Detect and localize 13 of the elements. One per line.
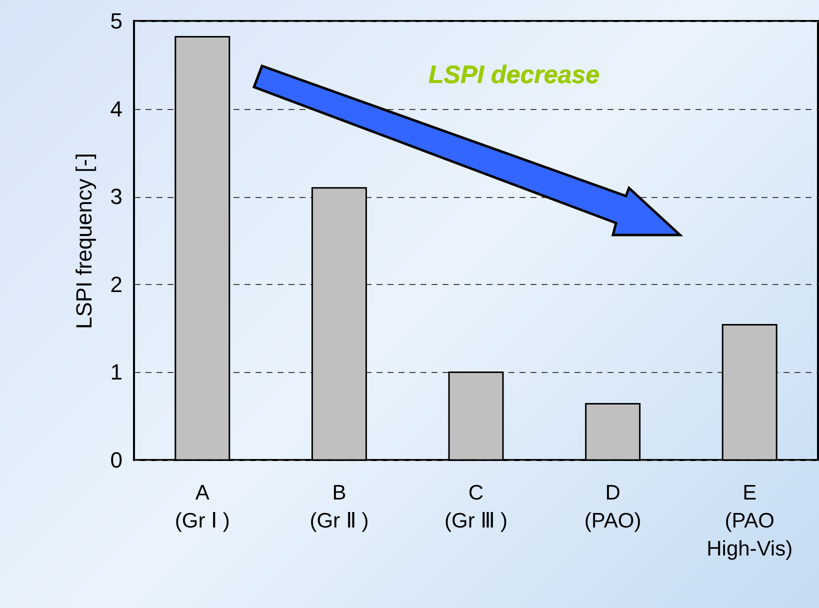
- y-tick-label: 2: [110, 272, 122, 297]
- x-tick-label: C (Gr Ⅲ ): [444, 482, 508, 532]
- x-tick-label: B (Gr Ⅱ ): [310, 482, 369, 532]
- y-tick-label: 1: [110, 360, 122, 385]
- y-axis-title: LSPI frequency [-]: [71, 152, 96, 330]
- y-tick-label: 0: [110, 448, 122, 472]
- x-tick-label: A (Gr Ⅰ ): [174, 482, 230, 532]
- y-tick-label: 4: [110, 96, 122, 122]
- x-tick-label: E (PAO High-Vis): [706, 482, 793, 560]
- y-tick-label: 3: [110, 184, 122, 210]
- x-tick-label: D (PAO): [584, 482, 642, 532]
- y-tick-label: 5: [110, 8, 122, 34]
- annotation: LSPI decrease: [428, 61, 600, 89]
